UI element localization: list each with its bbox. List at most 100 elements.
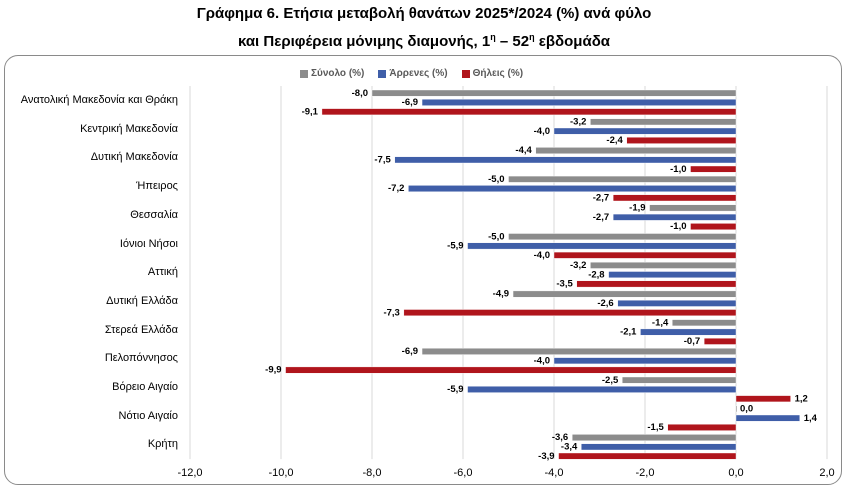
category-label: Βόρειο Αιγαίο [112, 381, 178, 393]
bar-male [553, 127, 737, 135]
data-label-female: -1,0 [670, 221, 686, 232]
legend-item-total: Σύνολο (%) [300, 68, 364, 79]
bar-female [667, 424, 737, 431]
data-label-female: -1,0 [670, 164, 686, 175]
legend-label-male: Άρρενες (%) [389, 68, 448, 79]
data-label-female: 1,2 [795, 393, 808, 404]
data-label-total: -5,0 [488, 174, 504, 185]
data-label-male: -4,0 [534, 126, 550, 137]
chart-title-line2: και Περιφέρεια μόνιμης διαμονής, 1η – 52… [237, 32, 611, 50]
data-label-total: -2,5 [602, 375, 619, 386]
bar-female [576, 280, 737, 288]
data-label-total: -4,4 [515, 145, 532, 156]
bar-male [394, 156, 737, 164]
bar-male [581, 443, 737, 451]
bar-male [640, 328, 737, 336]
legend-item-female: Θήλεις (%) [461, 68, 524, 79]
data-label-total: -3,6 [552, 432, 568, 443]
bar-female [703, 338, 737, 345]
data-label-male: -2,6 [597, 298, 613, 309]
data-label-male: -2,8 [588, 269, 604, 280]
bar-total [735, 405, 738, 413]
data-label-male: -2,7 [593, 212, 609, 223]
bar-male [467, 386, 737, 393]
bar-total [371, 89, 737, 97]
bar-total [672, 319, 737, 327]
bar-female [626, 137, 737, 144]
legend-label-total: Σύνολο (%) [311, 68, 365, 79]
bar-male [735, 414, 800, 422]
chart-title-line1: Γράφημα 6. Ετήσια μεταβολή θανάτων 2025*… [196, 5, 652, 22]
bar-female [321, 108, 737, 116]
data-label-male: -6,9 [402, 97, 418, 108]
category-label: Ανατολική Μακεδονία και Θράκη [20, 94, 178, 106]
x-tick-label: -4,0 [544, 467, 564, 479]
data-label-female: -9,9 [265, 365, 281, 376]
category-label: Κεντρική Μακεδονία [80, 122, 178, 135]
legend-item-male: Άρρενες (%) [378, 68, 448, 79]
category-label: Ήπειρος [136, 180, 178, 193]
bar-total [421, 348, 737, 355]
x-tick-label: -10,0 [268, 467, 294, 479]
data-label-male: -2,1 [620, 327, 637, 338]
data-label-total: -3,2 [570, 260, 586, 271]
data-label-total: 0,0 [740, 404, 753, 415]
data-label-female: -1,5 [647, 422, 664, 433]
data-label-female: -3,5 [556, 279, 573, 290]
category-label: Πελοπόννησος [104, 352, 178, 365]
x-tick-label: -6,0 [453, 467, 473, 479]
category-label: Θεσσαλία [130, 208, 178, 221]
bar-total [535, 147, 737, 154]
bar-female [735, 395, 791, 403]
bar-male [617, 300, 737, 307]
data-label-male: -7,2 [388, 183, 404, 194]
data-label-male: -4,0 [534, 355, 550, 366]
data-label-male: 1,4 [804, 413, 818, 424]
bar-male [608, 271, 737, 279]
data-label-female: -3,9 [538, 451, 554, 462]
bar-male [553, 357, 737, 365]
bar-female [558, 452, 737, 460]
data-label-female: -7,3 [383, 307, 399, 318]
x-tick-label: -12,0 [177, 467, 203, 479]
chart-frame [4, 55, 842, 485]
legend-swatch-male [378, 69, 387, 78]
data-label-total: -5,0 [488, 231, 504, 242]
category-label: Στερεά Ελλάδα [104, 323, 178, 336]
bar-total [622, 376, 737, 384]
data-label-male: -5,9 [447, 241, 463, 252]
data-label-male: -3,4 [561, 442, 578, 453]
category-label: Δυτική Μακεδονία [90, 151, 178, 164]
x-tick-label: 0,0 [728, 467, 744, 479]
data-label-female: -2,7 [593, 193, 609, 204]
x-tick-label: -8,0 [362, 467, 382, 479]
bar-male [421, 99, 737, 106]
bar-female [403, 309, 737, 317]
bar-total [590, 262, 737, 269]
bar-total [508, 175, 737, 183]
data-label-total: -4,9 [493, 289, 509, 300]
bar-total [590, 118, 737, 126]
bar-female [285, 366, 737, 374]
data-label-female: -0,7 [684, 336, 700, 347]
bar-male [612, 213, 737, 221]
data-label-female: -2,4 [606, 135, 623, 146]
category-label: Κρήτη [147, 438, 178, 451]
bar-total [508, 233, 737, 241]
data-label-female: -4,0 [534, 250, 550, 261]
bar-female [553, 251, 737, 259]
data-label-total: -1,4 [652, 317, 669, 328]
category-label: Ιόνιοι Νήσοι [119, 237, 178, 250]
x-tick-label: 2,0 [819, 467, 835, 479]
data-label-total: -8,0 [352, 88, 368, 99]
data-label-total: -3,2 [570, 117, 586, 128]
category-label: Νότιο Αιγαίο [118, 409, 178, 422]
bar-male [467, 242, 737, 250]
legend-label-female: Θήλεις (%) [472, 68, 524, 79]
bar-total [512, 290, 737, 298]
data-label-total: -1,9 [629, 203, 645, 214]
data-label-male: -5,9 [447, 384, 463, 395]
bar-female [690, 165, 737, 173]
bar-total [649, 204, 737, 212]
